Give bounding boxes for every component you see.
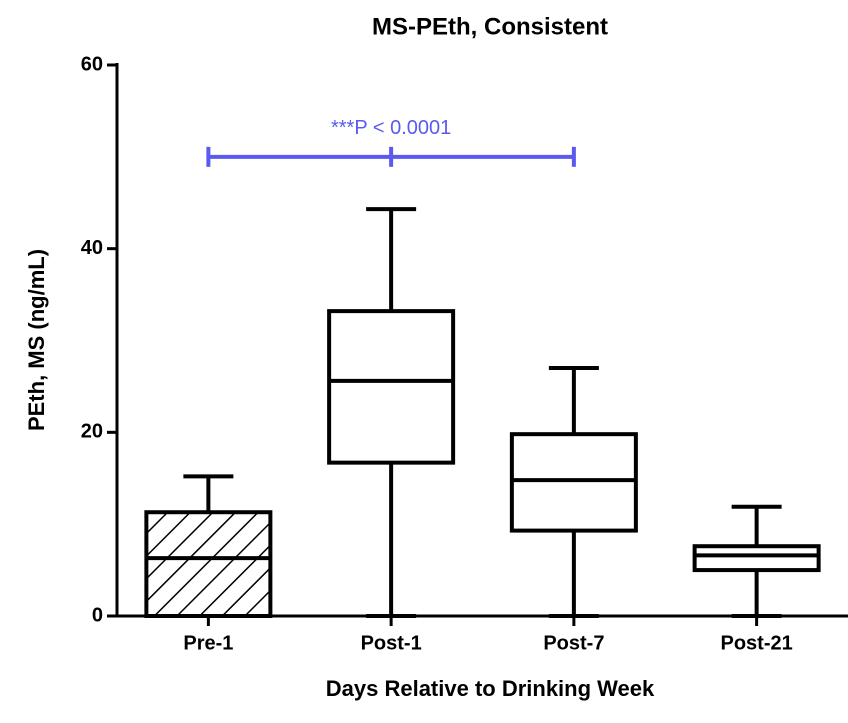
chart-title: MS-PEth, Consistent — [372, 13, 608, 40]
annotation-text: ***P < 0.0001 — [331, 117, 451, 139]
y-tick-label: 60 — [81, 53, 103, 75]
y-tick-label: 40 — [81, 237, 103, 259]
x-axis-label: Days Relative to Drinking Week — [326, 676, 655, 701]
x-tick-label: Post-21 — [721, 632, 793, 654]
y-axis-label: PEth, MS (ng/mL) — [24, 249, 49, 431]
x-tick-label: Post-1 — [361, 632, 422, 654]
box — [327, 309, 456, 465]
x-tick-label: Post-7 — [543, 632, 604, 654]
y-tick-label: 20 — [81, 421, 103, 443]
box — [144, 510, 273, 618]
box — [509, 432, 638, 533]
x-tick-label: Pre-1 — [183, 632, 233, 654]
box — [692, 544, 821, 573]
y-tick-label: 0 — [92, 604, 103, 626]
